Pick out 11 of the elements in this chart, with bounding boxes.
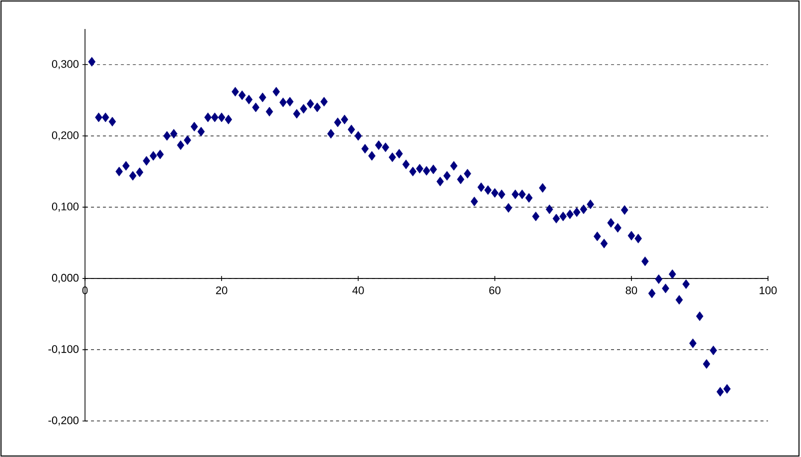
- y-tick-label: 0,200: [52, 131, 79, 140]
- x-tick-label: 60: [489, 286, 500, 294]
- x-tick-label: 40: [352, 286, 364, 294]
- y-tick-label: -0,200: [48, 416, 79, 426]
- y-tick-label: -0,100: [48, 345, 79, 354]
- y-tick-label: 0,000: [52, 274, 79, 283]
- x-tick-label: 100: [760, 286, 777, 294]
- y-tick-label: 0,100: [52, 202, 79, 212]
- y-tick-label: 0,300: [52, 60, 79, 70]
- x-tick-label: 20: [216, 286, 228, 294]
- x-tick-label: 80: [626, 286, 638, 294]
